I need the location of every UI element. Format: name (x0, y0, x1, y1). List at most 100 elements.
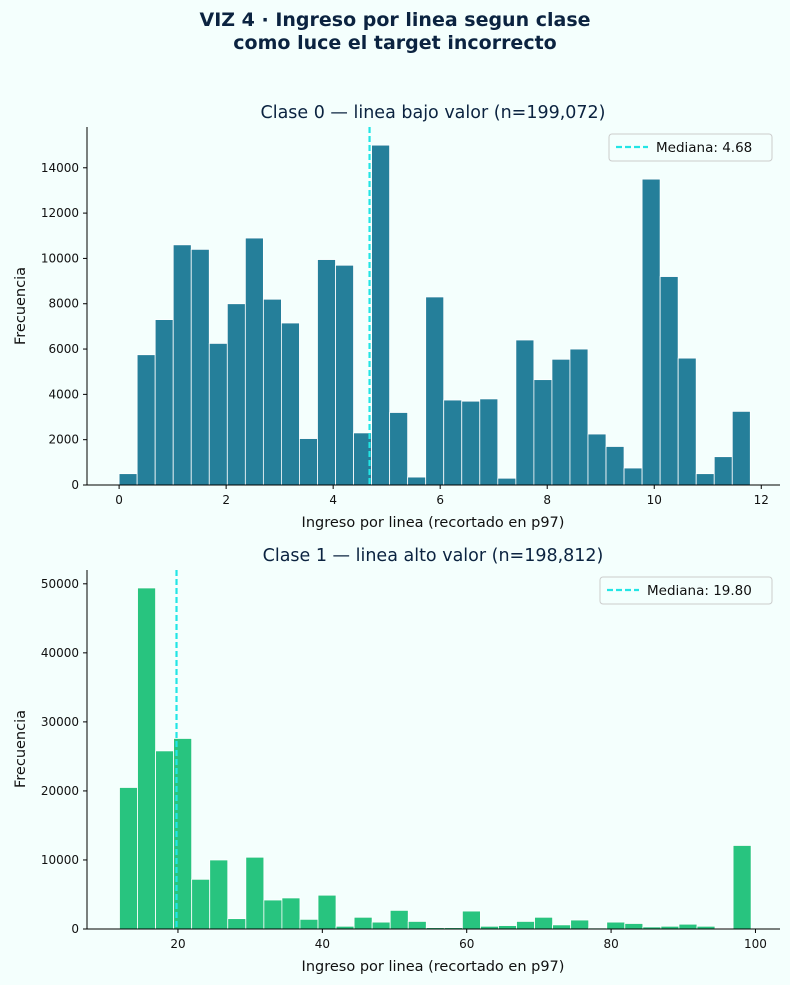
y-tick-label: 0 (71, 922, 79, 936)
y-tick-label: 50000 (41, 577, 79, 591)
histogram-bar-5 (208, 342, 228, 486)
histogram-bar-5 (209, 859, 229, 930)
y-tick-label: 12000 (41, 206, 79, 220)
figure-title-line-1: VIZ 4 · Ingreso por linea segun clase (199, 9, 590, 31)
histogram-bar-28 (623, 467, 643, 486)
chart-title: Clase 0 — linea bajo valor (n=199,072) (260, 103, 605, 123)
histogram-bar-22 (516, 921, 535, 930)
histogram-bar-21 (497, 477, 517, 486)
histogram-bar-6 (227, 918, 247, 930)
histogram-bar-4 (190, 248, 210, 486)
histogram-bar-26 (587, 433, 607, 486)
histogram-bar-16 (407, 476, 427, 486)
legend-label: Mediana: 19.80 (647, 583, 752, 599)
y-tick-label: 40000 (41, 646, 79, 660)
histogram-bar-8 (263, 899, 283, 930)
histogram-bar-13 (353, 916, 373, 930)
histogram-bar-1 (137, 587, 156, 930)
x-tick-label: 12 (754, 493, 769, 507)
histogram-bar-8 (262, 298, 282, 486)
histogram-bar-33 (713, 456, 733, 486)
chart-title: Clase 1 — linea alto valor (n=198,812) (263, 546, 604, 566)
histogram-bar-4 (191, 878, 211, 930)
x-tick-label: 4 (329, 493, 337, 507)
x-tick-label: 40 (315, 937, 330, 951)
y-tick-label: 6000 (48, 342, 79, 356)
y-tick-label: 0 (71, 478, 79, 492)
histogram-bar-7 (245, 856, 265, 930)
x-tick-label: 10 (647, 493, 662, 507)
histogram-bar-18 (443, 399, 463, 486)
histogram-bar-15 (389, 909, 409, 930)
legend: Mediana: 4.68 (608, 133, 773, 162)
x-tick-label: 100 (744, 937, 767, 951)
y-tick-label: 20000 (41, 784, 79, 798)
histogram-bar-22 (515, 339, 535, 486)
histogram-bar-13 (353, 432, 372, 486)
x-tick-label: 2 (222, 493, 230, 507)
histogram-bar-25 (569, 348, 589, 486)
histogram-bar-1 (136, 354, 156, 486)
y-axis-label: Frecuencia (13, 267, 29, 345)
histogram-bar-17 (425, 296, 445, 486)
histogram-bar-21 (498, 925, 517, 930)
histogram-bar-11 (317, 894, 337, 930)
y-tick-label: 30000 (41, 715, 79, 729)
histogram-bar-27 (606, 921, 626, 930)
x-tick-label: 0 (115, 493, 123, 507)
x-tick-label: 20 (170, 937, 185, 951)
chart-panel-clase-0: Clase 0 — linea bajo valor (n=199,072) 0… (13, 103, 780, 531)
x-axis-label: Ingreso por linea (recortado en p97) (302, 959, 565, 975)
histogram-bar-2 (154, 319, 174, 486)
x-axis-label: Ingreso por linea (recortado en p97) (302, 515, 565, 531)
histogram-bar-29 (641, 178, 661, 486)
histogram-bar-10 (299, 918, 319, 930)
y-tick-label: 10000 (41, 251, 79, 265)
figure-title-line-2: como luce el target incorrecto (233, 32, 556, 54)
chart-panel-clase-1: Clase 1 — linea alto valor (n=198,812) 2… (13, 546, 780, 975)
y-axis-label: Frecuencia (13, 710, 29, 788)
y-tick-label: 2000 (48, 433, 79, 447)
legend: Mediana: 19.80 (599, 576, 773, 605)
histogram-bar-31 (678, 923, 698, 930)
histogram-bar-19 (461, 910, 481, 930)
histogram-bar-14 (371, 921, 391, 930)
histogram-bar-20 (479, 398, 499, 486)
legend-frame (608, 133, 773, 162)
histogram-bar-0 (119, 787, 138, 930)
histogram-bar-9 (281, 897, 301, 930)
histogram-bar-9 (281, 322, 300, 486)
histogram-bar-19 (461, 400, 481, 486)
histogram-bar-15 (389, 412, 409, 486)
histogram-bar-34 (732, 845, 752, 930)
histogram-bar-34 (731, 410, 751, 486)
histogram-bar-27 (605, 446, 625, 486)
histogram-bar-14 (371, 144, 391, 486)
legend-frame (599, 576, 773, 605)
histogram-bar-31 (677, 357, 697, 486)
histogram-bar-11 (317, 259, 336, 486)
plot-area: 0 2 4 6 8 10 12 0 2000 4000 6000 8000 10000 12000 1400… (41, 127, 780, 507)
y-tick-label: 8000 (48, 297, 79, 311)
x-tick-label: 80 (603, 937, 618, 951)
legend-label: Mediana: 4.68 (656, 140, 752, 156)
histogram-bar-23 (533, 379, 553, 486)
histogram-bar-7 (244, 237, 264, 486)
plot-area: 20 40 60 80 100 0 10000 20000 30000 40000 50000 (41, 570, 780, 951)
histogram-bar-24 (551, 358, 571, 486)
histogram-bar-2 (155, 750, 175, 930)
histogram-bar-0 (118, 473, 138, 486)
histogram-bar-10 (299, 438, 318, 486)
y-tick-label: 10000 (41, 853, 79, 867)
histogram-bar-6 (226, 303, 246, 486)
histogram-bar-32 (695, 473, 715, 486)
x-tick-label: 60 (459, 937, 474, 951)
x-tick-label: 6 (436, 493, 444, 507)
histogram-bar-3 (172, 244, 192, 486)
histogram-bar-23 (534, 916, 554, 930)
x-tick-label: 8 (543, 493, 551, 507)
histogram-bar-16 (407, 921, 427, 930)
histogram-bar-25 (570, 919, 590, 930)
histogram-bar-28 (624, 923, 644, 930)
